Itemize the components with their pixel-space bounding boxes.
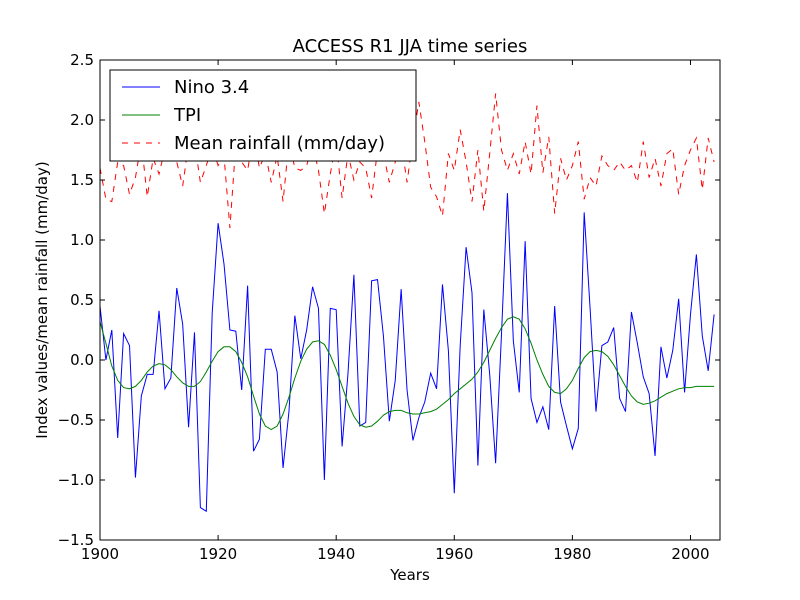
y-axis-title: Index values/mean rainfall (mm/day) xyxy=(33,161,51,438)
series-line-0 xyxy=(99,193,715,513)
y-tick-label: 1.5 xyxy=(70,171,94,189)
legend-label-1: TPI xyxy=(173,105,201,126)
x-tick-label: 1960 xyxy=(435,545,473,563)
y-tick-label: −0.5 xyxy=(58,411,94,429)
y-tick-label: 0.5 xyxy=(70,291,94,309)
legend-box xyxy=(109,69,417,162)
axis-ticks: 1900 1920 1940 1960 1980 2000 −1.5 −1.0 −0.5 0.0 0… xyxy=(58,51,720,563)
y-tick-label: −1.5 xyxy=(58,531,94,549)
y-tick-label: 2.5 xyxy=(70,51,94,69)
x-tick-label: 1940 xyxy=(317,545,355,563)
y-tick-label: 0.0 xyxy=(70,351,94,369)
legend: Nino 3.4 TPI Mean rainfall (mm/day) xyxy=(109,69,417,162)
series-line-1 xyxy=(99,316,715,431)
x-axis-title: Years xyxy=(389,566,430,584)
x-tick-label: 2000 xyxy=(671,545,709,563)
series-line-2 xyxy=(99,93,715,229)
legend-entries: Nino 3.4 TPI Mean rainfall (mm/day) xyxy=(122,77,385,154)
chart-title: ACCESS R1 JJA time series xyxy=(293,36,528,57)
y-tick-label: −1.0 xyxy=(58,471,94,489)
y-tick-label: 1.0 xyxy=(70,231,94,249)
x-tick-label: 1980 xyxy=(553,545,591,563)
legend-label-0: Nino 3.4 xyxy=(174,77,249,98)
y-tick-label: 2.0 xyxy=(70,111,94,129)
x-tick-label: 1900 xyxy=(81,545,119,563)
series-lines xyxy=(99,93,715,513)
legend-label-2: Mean rainfall (mm/day) xyxy=(174,133,385,154)
x-tick-label: 1920 xyxy=(199,545,237,563)
